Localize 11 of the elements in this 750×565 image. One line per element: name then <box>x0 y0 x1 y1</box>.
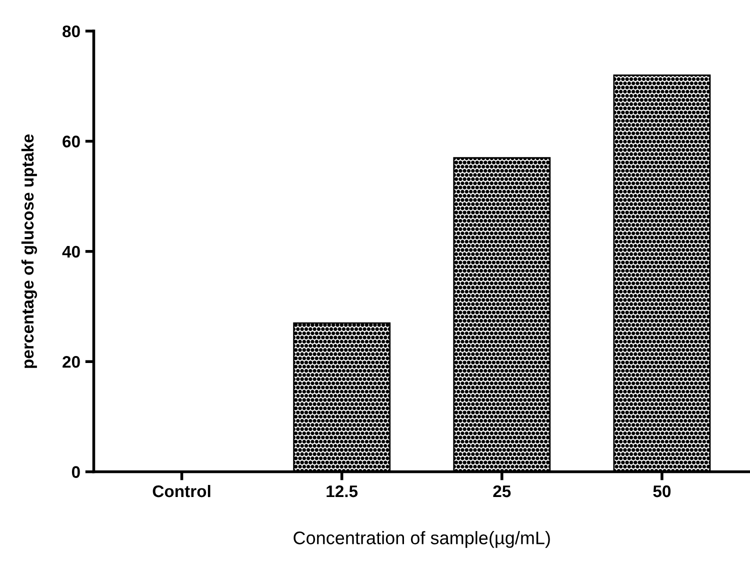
y-axis-title: percentage of glucose uptake <box>21 134 38 368</box>
x-tick-label: Control <box>152 484 210 498</box>
y-tick-label: 0 <box>72 466 80 478</box>
y-tick-label: 80 <box>62 25 80 38</box>
x-tick-label: 25 <box>493 485 511 498</box>
y-tick-label: 40 <box>62 246 80 258</box>
x-tick-label: 50 <box>653 485 671 498</box>
x-axis-title: Concentration of sample(µg/mL) <box>294 531 550 548</box>
y-tick-label: 20 <box>62 356 80 368</box>
y-tick-label: 60 <box>62 136 80 148</box>
x-tick-label: 12.5 <box>326 485 358 498</box>
